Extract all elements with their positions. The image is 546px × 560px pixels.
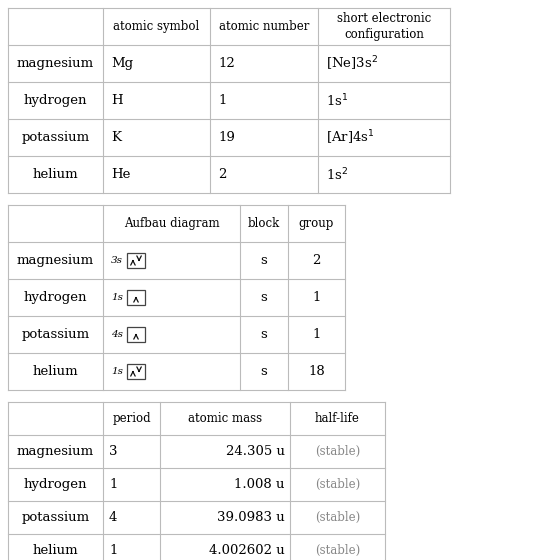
Text: 12: 12 bbox=[218, 57, 235, 70]
Text: s: s bbox=[260, 291, 268, 304]
Text: magnesium: magnesium bbox=[17, 445, 94, 458]
Text: 1: 1 bbox=[218, 94, 227, 107]
Bar bbox=[127, 253, 145, 268]
Text: magnesium: magnesium bbox=[17, 57, 94, 70]
Text: 4.002602 u: 4.002602 u bbox=[209, 544, 285, 557]
Text: 18: 18 bbox=[308, 365, 325, 378]
Text: 3: 3 bbox=[109, 445, 117, 458]
Bar bbox=[127, 327, 145, 342]
Text: 24.305 u: 24.305 u bbox=[226, 445, 285, 458]
Text: (stable): (stable) bbox=[315, 478, 360, 491]
Text: Mg: Mg bbox=[111, 57, 133, 70]
Text: 3s: 3s bbox=[111, 256, 123, 265]
Text: 4: 4 bbox=[109, 511, 117, 524]
Text: 1s: 1s bbox=[111, 293, 123, 302]
Text: 1: 1 bbox=[109, 544, 117, 557]
Text: potassium: potassium bbox=[21, 511, 90, 524]
Text: [Ar]4s$^{1}$: [Ar]4s$^{1}$ bbox=[326, 128, 375, 147]
Text: 1s$^{1}$: 1s$^{1}$ bbox=[326, 92, 348, 109]
Text: group: group bbox=[299, 217, 334, 230]
Text: atomic mass: atomic mass bbox=[188, 412, 262, 425]
Text: 19: 19 bbox=[218, 131, 235, 144]
Text: Aufbau diagram: Aufbau diagram bbox=[124, 217, 219, 230]
Text: magnesium: magnesium bbox=[17, 254, 94, 267]
Text: atomic number: atomic number bbox=[219, 20, 309, 33]
Text: (stable): (stable) bbox=[315, 445, 360, 458]
Text: 1s$^{2}$: 1s$^{2}$ bbox=[326, 166, 348, 183]
Text: He: He bbox=[111, 168, 130, 181]
Text: 4s: 4s bbox=[111, 330, 123, 339]
Text: half-life: half-life bbox=[315, 412, 360, 425]
Text: hydrogen: hydrogen bbox=[23, 291, 87, 304]
Text: (stable): (stable) bbox=[315, 511, 360, 524]
Text: 2: 2 bbox=[218, 168, 227, 181]
Text: 1s: 1s bbox=[111, 367, 123, 376]
Text: atomic symbol: atomic symbol bbox=[114, 20, 200, 33]
Text: hydrogen: hydrogen bbox=[23, 94, 87, 107]
Text: 1: 1 bbox=[312, 291, 321, 304]
Text: K: K bbox=[111, 131, 121, 144]
Text: potassium: potassium bbox=[21, 328, 90, 341]
Text: 1.008 u: 1.008 u bbox=[234, 478, 285, 491]
Bar bbox=[127, 364, 145, 379]
Text: helium: helium bbox=[33, 544, 78, 557]
Text: 39.0983 u: 39.0983 u bbox=[217, 511, 285, 524]
Text: helium: helium bbox=[33, 168, 78, 181]
Text: block: block bbox=[248, 217, 280, 230]
Text: (stable): (stable) bbox=[315, 544, 360, 557]
Text: period: period bbox=[112, 412, 151, 425]
Text: s: s bbox=[260, 254, 268, 267]
Text: helium: helium bbox=[33, 365, 78, 378]
Text: s: s bbox=[260, 365, 268, 378]
Text: 1: 1 bbox=[312, 328, 321, 341]
Text: H: H bbox=[111, 94, 123, 107]
Text: s: s bbox=[260, 328, 268, 341]
Text: short electronic
configuration: short electronic configuration bbox=[337, 12, 431, 41]
Bar bbox=[127, 290, 145, 305]
Text: 1: 1 bbox=[109, 478, 117, 491]
Text: 2: 2 bbox=[312, 254, 321, 267]
Text: [Ne]3s$^{2}$: [Ne]3s$^{2}$ bbox=[326, 54, 378, 73]
Text: potassium: potassium bbox=[21, 131, 90, 144]
Text: hydrogen: hydrogen bbox=[23, 478, 87, 491]
